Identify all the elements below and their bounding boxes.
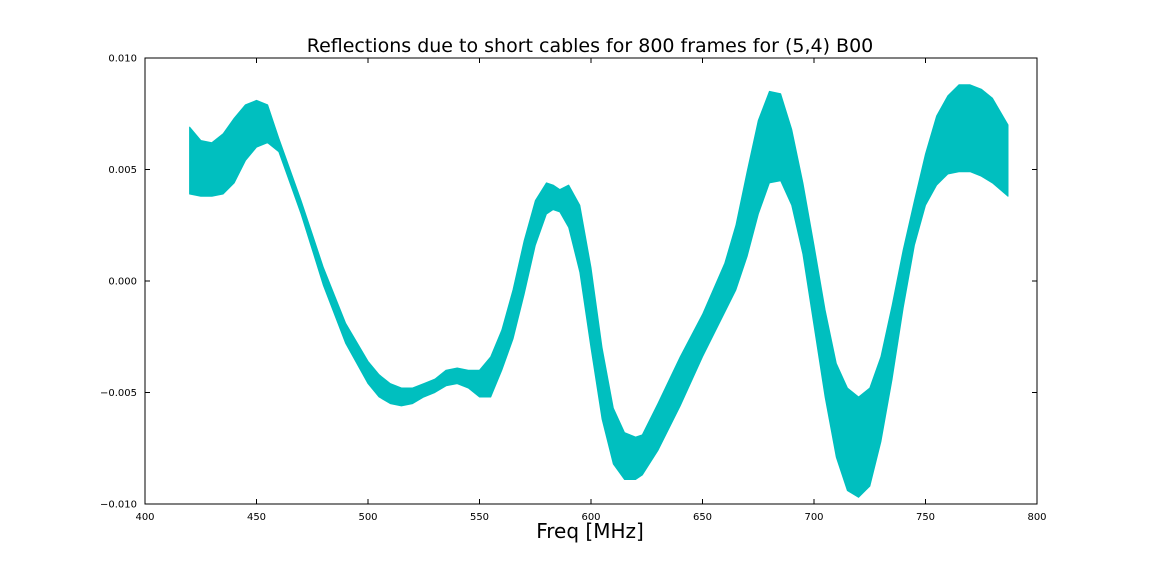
x-tick-label: 750 [916,512,935,523]
y-tick-label: −0.005 [100,388,137,399]
x-tick-label: 650 [693,512,712,523]
x-tick-label: 600 [581,512,600,523]
x-tick-label: 500 [358,512,377,523]
x-tick-label: 550 [470,512,489,523]
y-tick-label: 0.010 [108,54,137,65]
x-tick-label: 450 [247,512,266,523]
y-tick-label: 0.005 [108,165,137,176]
series-envelope-0 [189,84,1009,498]
y-tick-label: −0.010 [100,500,137,511]
x-axis-label: Freq [MHz] [536,519,644,543]
x-tick-label: 700 [804,512,823,523]
tick-layer: 400 450 500 550 600 650 700 750 800 −0.010 −0.005 0… [100,54,1047,524]
chart-title: Reflections due to short cables for 800 … [307,35,874,57]
y-tick-label: 0.000 [108,277,137,288]
envelope-layer [189,84,1009,498]
x-tick-label: 400 [135,512,154,523]
x-tick-label: 800 [1027,512,1046,523]
